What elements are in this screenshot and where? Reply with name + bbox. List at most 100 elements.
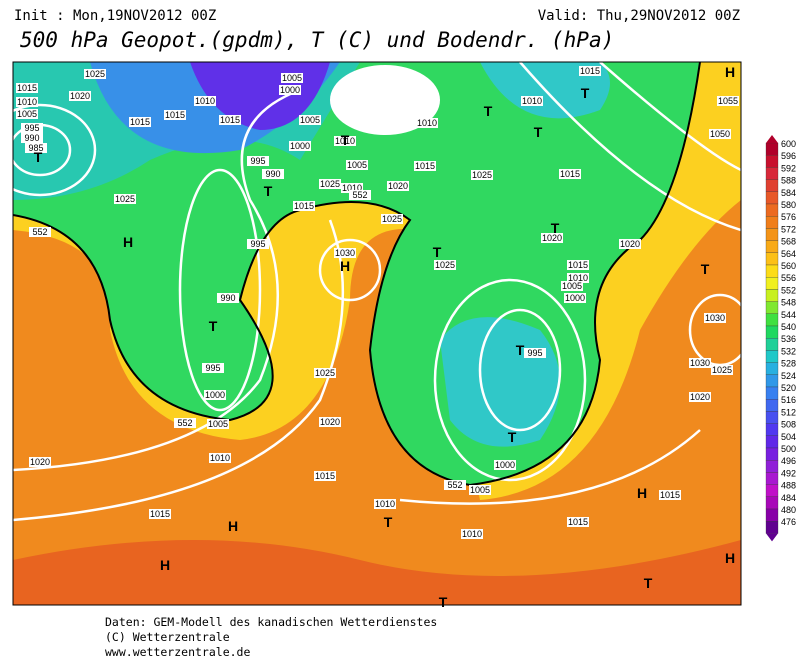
label-bg	[689, 392, 711, 402]
colorbar-label: 592	[781, 163, 796, 173]
label-bg	[461, 529, 483, 539]
isobar-label: 1010	[375, 499, 395, 509]
low-marker: T	[701, 261, 710, 277]
label-bg	[704, 313, 726, 323]
colorbar-swatch	[765, 521, 779, 534]
init-time: Init : Mon,19NOV2012 00Z	[14, 8, 216, 24]
high-marker: H	[123, 234, 133, 250]
isobar-label: 1005	[208, 419, 228, 429]
label-bg	[289, 141, 311, 151]
isobar-label: 552	[32, 227, 47, 237]
colorbar-swatch	[765, 252, 779, 266]
colorbar-swatch	[765, 228, 779, 241]
low-marker: T	[34, 149, 43, 165]
label-bg	[149, 509, 171, 519]
colorbar-label: 596	[781, 151, 796, 161]
high-marker: H	[160, 557, 170, 573]
isobar-label: 552	[352, 190, 367, 200]
label-bg	[247, 156, 269, 166]
colorbar-label: 548	[781, 298, 796, 308]
colorbar-swatch	[765, 167, 779, 180]
colorbar-swatch	[765, 313, 779, 327]
label-bg	[567, 273, 589, 283]
isobar-label: 1025	[435, 260, 455, 270]
low-marker: T	[644, 575, 653, 591]
label-bg	[281, 73, 303, 83]
colorbar-swatch	[765, 472, 779, 485]
colorbar-swatch	[765, 374, 779, 388]
isobar-label: 995	[24, 123, 39, 133]
colorbar-swatch	[765, 203, 779, 217]
colorbar-label: 484	[781, 493, 796, 503]
label-bg	[114, 194, 136, 204]
colorbar-label: 528	[781, 359, 796, 369]
isobar-label: 1025	[712, 365, 732, 375]
label-bg	[349, 190, 371, 200]
isobar-label: 1010	[568, 273, 588, 283]
label-bg	[387, 181, 409, 191]
low-marker: T	[581, 85, 590, 101]
label-bg	[567, 517, 589, 527]
label-bg	[374, 499, 396, 509]
label-bg	[16, 109, 38, 119]
colorbar-label: 568	[781, 237, 796, 247]
colorbar-swatch	[765, 277, 779, 290]
isobar-label: 990	[265, 169, 280, 179]
label-bg	[341, 183, 363, 193]
low-marker: T	[516, 342, 525, 358]
isobar-label: 1010	[342, 183, 362, 193]
isobar-label: 1015	[17, 83, 37, 93]
label-bg	[204, 390, 226, 400]
low-marker: T	[384, 514, 393, 530]
isobar-label: 1010	[195, 96, 215, 106]
colorbar-swatch	[765, 142, 779, 156]
isobar-label: 1020	[542, 233, 562, 243]
label-bg	[559, 169, 581, 179]
colorbar-label: 488	[781, 481, 796, 491]
low-marker: T	[439, 594, 448, 610]
label-bg	[541, 233, 563, 243]
map-frame	[12, 61, 742, 606]
label-bg	[717, 96, 739, 106]
map-area	[13, 62, 741, 605]
isobar-label: 1015	[150, 509, 170, 519]
footer-line: (C) Wetterzentrale	[105, 630, 230, 644]
colorbar-swatch	[765, 411, 779, 424]
label-bg	[299, 115, 321, 125]
isobar-label: 995	[250, 239, 265, 249]
colorbar-label: 584	[781, 188, 796, 198]
isobar-label: 990	[24, 133, 39, 143]
label-bg	[471, 170, 493, 180]
isobar-label: 1015	[580, 66, 600, 76]
isobar-label: 1000	[280, 85, 300, 95]
isobar-label: 1005	[347, 160, 367, 170]
label-bg	[524, 348, 546, 358]
isobar-label: 1005	[282, 73, 302, 83]
label-bg	[567, 260, 589, 270]
isobar-label: 1015	[568, 517, 588, 527]
label-bg	[16, 97, 38, 107]
label-bg	[319, 417, 341, 427]
isobar-label: 1015	[220, 115, 240, 125]
label-bg	[21, 133, 43, 143]
low-marker: T	[209, 318, 218, 334]
isobar-label: 1030	[690, 358, 710, 368]
label-bg	[659, 490, 681, 500]
isobar-label: 1010	[417, 118, 437, 128]
low-marker: T	[508, 429, 517, 445]
label-bg	[579, 66, 601, 76]
isobar-label: 1015	[130, 117, 150, 127]
colorbar-swatch	[765, 289, 779, 302]
isobar-label: 1020	[388, 181, 408, 191]
isobar-label: 990	[220, 293, 235, 303]
colorbar-swatch	[765, 240, 779, 253]
colorbar-label: 576	[781, 212, 796, 222]
isobar-label: 1005	[17, 109, 37, 119]
isobar-label: 552	[447, 480, 462, 490]
isobar-label: 1010	[17, 97, 37, 107]
colorbar-label: 544	[781, 310, 796, 320]
label-bg	[207, 419, 229, 429]
isobar-label: 1005	[562, 281, 582, 291]
colorbar-swatch	[765, 350, 779, 363]
isobar-label: 1000	[495, 460, 515, 470]
